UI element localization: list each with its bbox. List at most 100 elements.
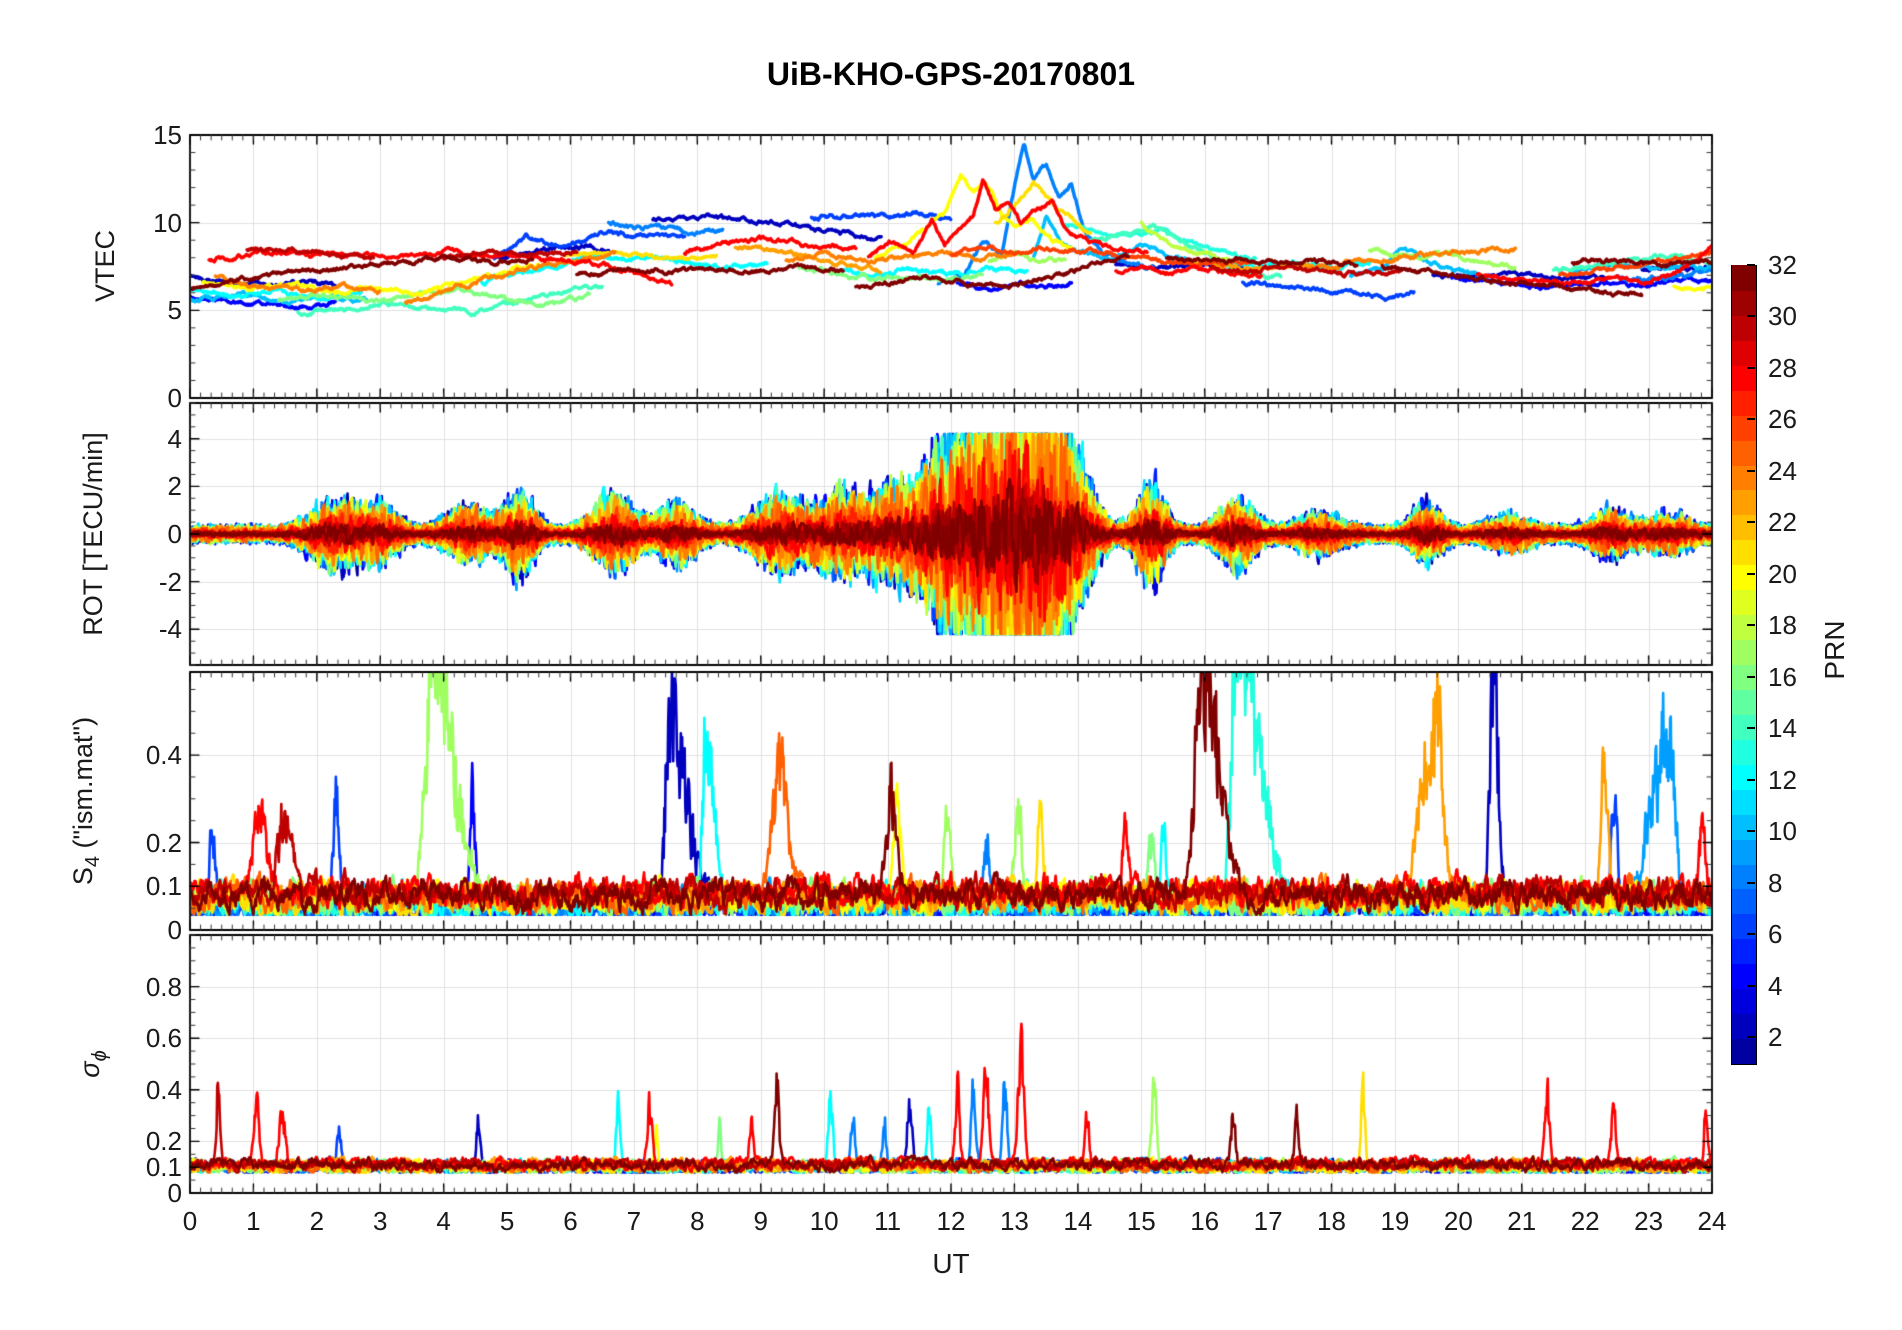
colorbar-tick-label: 28	[1768, 352, 1797, 383]
colorbar-cell	[1732, 514, 1756, 541]
colorbar-tick-label: 18	[1768, 610, 1797, 641]
colorbar-tick-mark	[1747, 933, 1755, 936]
colorbar-tick-mark	[1747, 727, 1755, 730]
colorbar-cell	[1732, 539, 1756, 566]
colorbar-tick-mark	[1747, 366, 1755, 369]
y-tick-label: -4	[158, 614, 182, 645]
colorbar-cell	[1732, 764, 1756, 790]
s4-label-sub: 4	[82, 856, 104, 868]
colorbar-tick-label: 2	[1768, 1022, 1783, 1053]
colorbar-cell	[1732, 439, 1756, 466]
x-tick-label: 2	[309, 1206, 325, 1236]
colorbar-cell	[1732, 365, 1756, 391]
y-tick-label: 0.1	[145, 871, 182, 902]
colorbar-tick-mark	[1747, 675, 1755, 678]
colorbar-cell	[1732, 390, 1756, 416]
colorbar-tick-label: 4	[1768, 970, 1783, 1001]
y-tick-label: 0.4	[145, 740, 182, 771]
x-tick-label: 20	[1443, 1206, 1473, 1236]
y-tick-label: 0.6	[145, 1023, 182, 1054]
colorbar-cell	[1732, 265, 1756, 291]
x-tick-label: 17	[1253, 1206, 1283, 1236]
x-tick-label: 21	[1507, 1206, 1537, 1236]
colorbar-cell	[1732, 938, 1756, 965]
x-tick-label: 4	[436, 1206, 451, 1236]
colorbar-cell	[1732, 814, 1756, 840]
chart-title: UiB-KHO-GPS-20170801	[766, 56, 1136, 92]
colorbar-cell	[1732, 1013, 1756, 1040]
x-tick-label: 14	[1063, 1206, 1093, 1236]
colorbar-cell	[1732, 1038, 1756, 1064]
y-tick-label: 5	[167, 295, 182, 326]
x-tick-label: 5	[499, 1206, 515, 1236]
x-tick-label: 16	[1190, 1206, 1220, 1236]
x-tick-label: 24	[1697, 1206, 1727, 1236]
y-tick-label: 0.4	[145, 1074, 182, 1105]
colorbar-cell	[1732, 988, 1756, 1015]
colorbar-tick-mark	[1747, 881, 1755, 884]
colorbar-tick-label: 6	[1768, 919, 1783, 950]
colorbar-tick-label: 10	[1768, 816, 1797, 847]
x-tick-label: 23	[1634, 1206, 1664, 1236]
colorbar-cell	[1732, 315, 1756, 341]
colorbar-cell	[1732, 564, 1756, 591]
colorbar-tick-mark	[1747, 418, 1755, 421]
y-tick-label: -2	[158, 566, 182, 597]
colorbar-tick-label: 20	[1768, 558, 1797, 589]
colorbar-tick-mark	[1747, 624, 1755, 627]
x-tick-label: 8	[690, 1206, 705, 1236]
colorbar-label: PRN	[1819, 620, 1850, 680]
colorbar-cell	[1732, 589, 1756, 616]
colorbar-tick-mark	[1747, 315, 1755, 318]
colorbar-tick-mark	[1747, 984, 1755, 987]
colorbar-tick-label: 22	[1768, 507, 1797, 538]
colorbar-cell	[1732, 614, 1756, 641]
x-tick-label: 15	[1126, 1206, 1156, 1236]
x-tick-label: 9	[753, 1206, 768, 1236]
x-tick-label: 12	[936, 1206, 966, 1236]
colorbar-cell	[1732, 340, 1756, 366]
colorbar-tick-mark	[1747, 264, 1755, 266]
y-tick-label: 0	[167, 915, 182, 945]
colorbar-tick-label: 26	[1768, 404, 1797, 435]
colorbar-tick-label: 16	[1768, 661, 1797, 692]
y-tick-label: 0.2	[145, 1126, 182, 1157]
colorbar-cell	[1732, 789, 1756, 815]
colorbar-tick-mark	[1747, 521, 1755, 524]
x-tick-label: 1	[246, 1206, 261, 1236]
x-tick-label: 7	[626, 1206, 642, 1236]
y-tick-label: 15	[153, 120, 182, 150]
colorbar-cell	[1732, 714, 1756, 740]
colorbar-tick-mark	[1747, 830, 1755, 833]
x-tick-label: 18	[1317, 1206, 1346, 1236]
y-tick-label: 4	[167, 423, 182, 454]
y-tick-label: 2	[167, 471, 182, 502]
colorbar-cell	[1732, 290, 1756, 316]
colorbar-tick-mark	[1747, 778, 1755, 781]
colorbar-cell	[1732, 464, 1756, 491]
y-tick-label: 0.2	[145, 827, 182, 858]
colorbar-tick-label: 8	[1768, 867, 1783, 898]
colorbar-cell	[1732, 689, 1756, 715]
colorbar-tick-mark	[1747, 469, 1755, 472]
colorbar-cell	[1732, 639, 1756, 665]
colorbar-cell	[1732, 489, 1756, 516]
colorbar-tick-mark	[1747, 572, 1755, 575]
x-tick-label: 0	[182, 1206, 198, 1236]
x-tick-label: 11	[874, 1206, 902, 1236]
y-tick-label: 10	[153, 207, 182, 238]
x-tick-label: 13	[999, 1206, 1029, 1236]
colorbar-tick-label: 30	[1768, 301, 1797, 332]
colorbar-cell	[1732, 739, 1756, 765]
colorbar-tick-label: 32	[1768, 250, 1797, 280]
x-tick-label: 3	[373, 1206, 388, 1236]
colorbar-cell	[1732, 838, 1756, 865]
colorbar	[1731, 265, 1757, 1065]
y-tick-label: 0	[167, 519, 182, 549]
x-tick-label: 19	[1380, 1206, 1410, 1236]
y-tick-label: 0	[167, 1178, 182, 1208]
y-tick-label: 0.8	[145, 971, 182, 1002]
y-tick-label: 0	[167, 383, 182, 413]
